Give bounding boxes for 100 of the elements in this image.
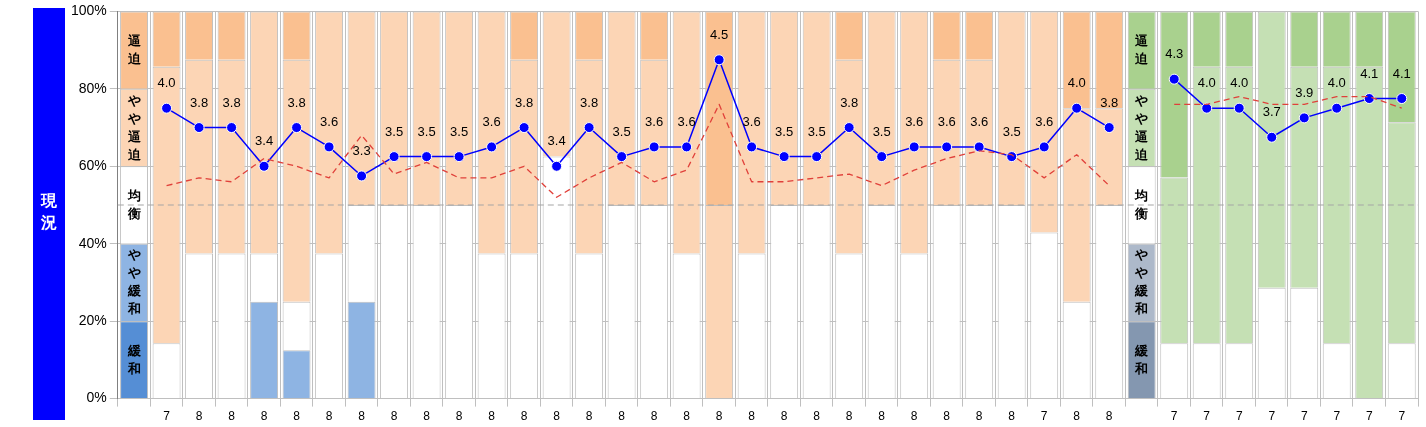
x-tick-label: 8	[520, 409, 528, 424]
data-label: 3.6	[970, 114, 989, 129]
point	[1266, 131, 1278, 143]
point	[941, 141, 953, 153]
point	[1071, 102, 1083, 114]
point	[1331, 102, 1343, 114]
x-tick-label: 8	[455, 409, 463, 424]
y-tick-label: 80%	[78, 79, 107, 96]
point	[1103, 122, 1115, 134]
x-tick-label: 8	[618, 409, 626, 424]
data-label: 3.6	[905, 114, 924, 129]
y-tick-label: 40%	[78, 234, 107, 251]
x-tick-label: 8	[715, 409, 723, 424]
x-tick-label: 8	[195, 409, 203, 424]
data-label: 3.6	[937, 114, 956, 129]
x-tick-label: 7	[1203, 409, 1211, 424]
data-label: 3.4	[547, 133, 566, 149]
data-label: 3.8	[580, 94, 599, 110]
point	[746, 141, 758, 153]
data-label: 3.9	[1295, 84, 1314, 100]
data-label: 3.7	[1262, 104, 1281, 120]
x-tick-label: 8	[358, 409, 366, 424]
point	[843, 122, 855, 134]
x-tick-label: 8	[975, 409, 983, 424]
point	[1396, 93, 1408, 105]
data-label: 4.5	[710, 26, 729, 42]
data-label: 3.5	[417, 123, 436, 139]
x-tick-label: 8	[260, 409, 268, 424]
x-tick-label: 8	[553, 409, 561, 424]
x-tick-label: 8	[228, 409, 236, 424]
point	[908, 141, 920, 153]
x-tick-label: 8	[910, 409, 918, 424]
x-tick-label: 7	[1365, 409, 1373, 424]
data-label: 3.8	[840, 94, 859, 110]
x-tick-label: 8	[488, 409, 496, 424]
point	[1201, 102, 1213, 114]
point	[551, 160, 563, 172]
data-label: 4.0	[1067, 75, 1086, 91]
point	[388, 151, 400, 163]
data-label: 3.4	[255, 133, 274, 149]
data-label: 3.5	[872, 123, 891, 139]
point	[291, 122, 303, 134]
text: やや逼迫	[1135, 92, 1149, 162]
data-label: 3.8	[222, 94, 241, 110]
point	[583, 122, 595, 134]
x-tick-label: 8	[1105, 409, 1113, 424]
point	[778, 151, 790, 163]
data-label: 4.1	[1392, 65, 1411, 81]
data-label: 3.6	[645, 114, 664, 129]
x-tick-label: 7	[1268, 409, 1276, 424]
x-tick-label: 8	[325, 409, 333, 424]
x-tick-label: 8	[650, 409, 658, 424]
point	[258, 160, 270, 172]
series-label: やや逼迫	[122, 91, 147, 164]
x-tick-label: 8	[748, 409, 756, 424]
point	[1168, 73, 1180, 85]
point	[1038, 141, 1050, 153]
point	[713, 54, 725, 66]
data-label: 3.5	[775, 123, 794, 139]
y-tick-label: 20%	[78, 312, 107, 329]
data-label: 3.8	[190, 94, 209, 110]
point	[876, 151, 888, 163]
data-label: 3.6	[1035, 114, 1054, 129]
x-tick-label: 8	[390, 409, 398, 424]
x-tick-label: 7	[1333, 409, 1341, 424]
point	[648, 141, 660, 153]
x-tick-label: 8	[845, 409, 853, 424]
point	[421, 151, 433, 163]
point	[616, 151, 628, 163]
data-label: 3.8	[1100, 94, 1119, 110]
point	[226, 122, 238, 134]
text: やや緩和	[1135, 247, 1149, 317]
data-label: 3.6	[677, 114, 696, 129]
y-tick-label: 100%	[70, 2, 107, 19]
x-tick-label: 8	[1008, 409, 1016, 424]
y-tick-label: 60%	[78, 157, 107, 174]
point	[453, 151, 465, 163]
x-tick-label: 8	[943, 409, 951, 424]
point	[973, 141, 985, 153]
data-label: 3.5	[450, 123, 469, 139]
point	[1363, 93, 1375, 105]
x-tick-label: 7	[1398, 409, 1406, 424]
data-label: 4.1	[1360, 65, 1379, 81]
data-label: 3.5	[612, 123, 631, 139]
data-label: 4.0	[1327, 75, 1346, 91]
point	[356, 170, 368, 182]
x-tick-label: 7	[1300, 409, 1308, 424]
x-tick-label: 8	[1073, 409, 1081, 424]
series-label: 逼迫	[126, 32, 142, 69]
data-label: 3.5	[1002, 123, 1021, 139]
data-label: 4.0	[157, 75, 176, 91]
text: 緩和	[1135, 342, 1149, 376]
point	[811, 151, 823, 163]
data-label: 3.5	[807, 123, 826, 139]
point	[681, 141, 693, 153]
series-label: 緩和	[126, 341, 142, 378]
data-label: 4.0	[1230, 75, 1249, 91]
data-label: 3.6	[742, 114, 761, 129]
data-label: 4.0	[1197, 75, 1216, 91]
x-tick-label: 8	[878, 409, 886, 424]
